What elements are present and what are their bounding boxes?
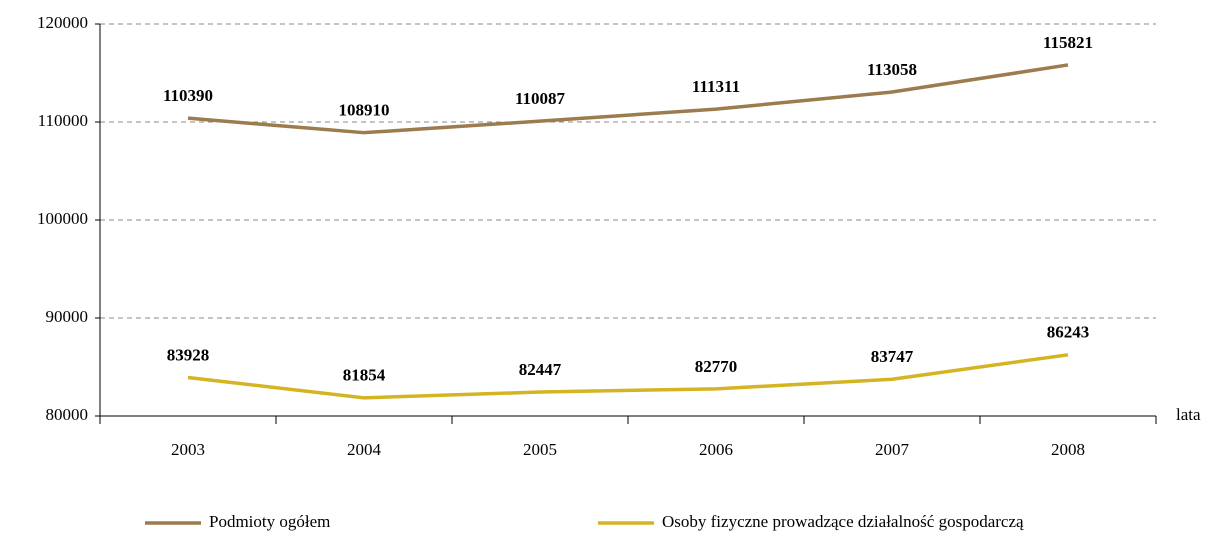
y-tick-label: 110000	[38, 111, 88, 130]
data-label: 113058	[867, 60, 917, 79]
legend-label: Osoby fizyczne prowadzące działalność go…	[662, 512, 1024, 531]
x-tick-label: 2005	[523, 440, 557, 459]
x-tick-label: 2003	[171, 440, 205, 459]
data-label: 108910	[339, 101, 390, 120]
x-axis-label: lata	[1176, 405, 1201, 424]
data-label: 110087	[515, 89, 566, 108]
data-label: 82770	[695, 357, 738, 376]
y-tick-label: 120000	[37, 13, 88, 32]
data-label: 86243	[1047, 323, 1090, 342]
x-tick-label: 2007	[875, 440, 910, 459]
data-label: 83747	[871, 347, 914, 366]
data-label: 82447	[519, 360, 562, 379]
series-line	[187, 63, 1069, 135]
y-tick-label: 100000	[37, 209, 88, 228]
x-tick-label: 2008	[1051, 440, 1085, 459]
data-label: 110390	[163, 86, 213, 105]
x-tick-label: 2004	[347, 440, 382, 459]
data-label: 111311	[692, 77, 740, 96]
x-tick-label: 2006	[699, 440, 733, 459]
series-line	[187, 353, 1069, 400]
data-label: 81854	[343, 366, 386, 385]
data-label: 115821	[1043, 33, 1093, 52]
y-tick-label: 80000	[46, 405, 89, 424]
legend-label: Podmioty ogółem	[209, 512, 330, 531]
data-label: 83928	[167, 345, 210, 364]
y-tick-label: 90000	[46, 307, 89, 326]
